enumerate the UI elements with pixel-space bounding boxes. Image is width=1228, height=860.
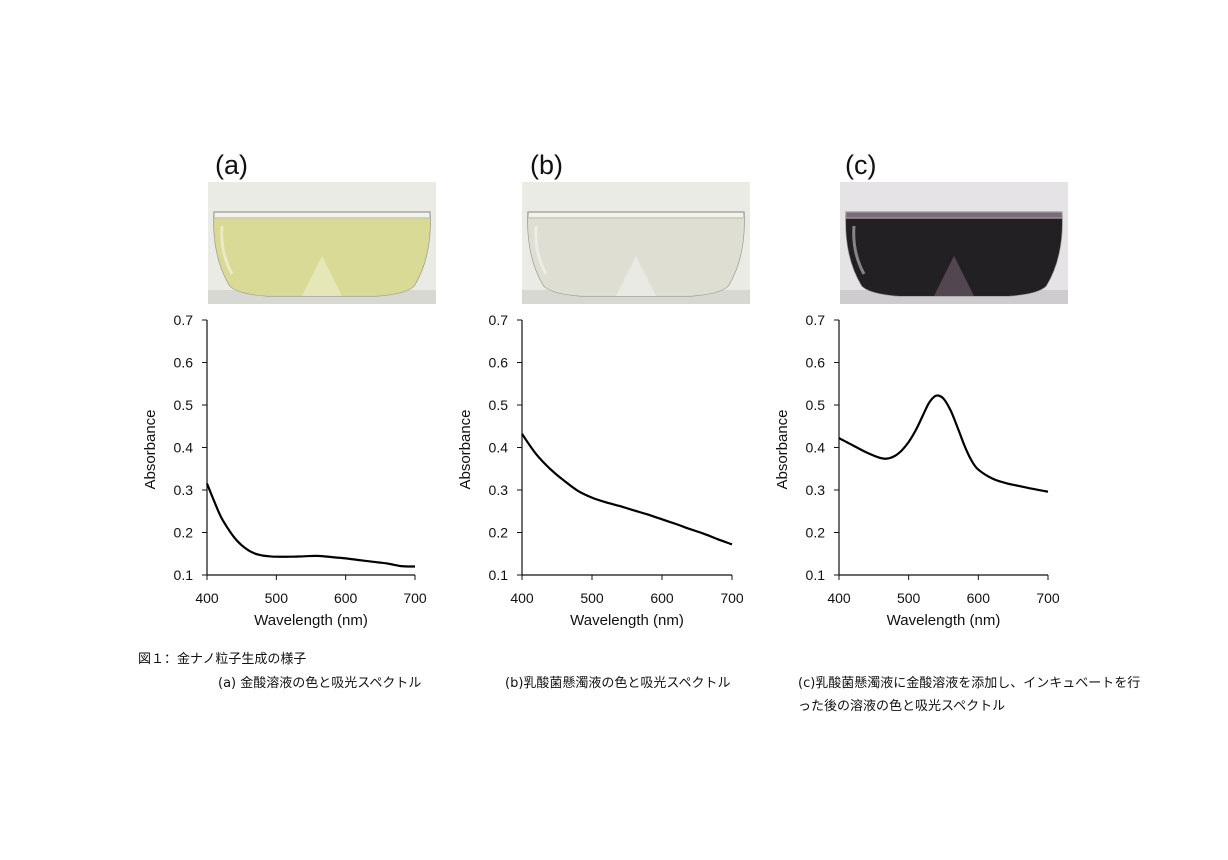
flask-drawing: [522, 182, 750, 304]
x-tick-label-c: 700: [1036, 590, 1060, 606]
panel-label-a: (a): [215, 150, 248, 180]
y-tick-label-b: 0.3: [489, 482, 509, 498]
x-tick-label-c: 600: [967, 590, 991, 606]
figure-caption-title: 図１：金ナノ粒子生成の様子: [138, 652, 307, 667]
y-tick-label-c: 0.6: [806, 355, 826, 371]
y-tick-label-c: 0.7: [806, 312, 826, 328]
flask-drawing: [840, 182, 1068, 304]
y-axis-title-b: Absorbance: [457, 409, 474, 489]
y-tick-label-c: 0.2: [806, 525, 826, 541]
x-tick-label-c: 400: [827, 590, 851, 606]
absorbance-series-line-b: [521, 433, 733, 546]
chart-a: 0.1 0.2 0.3 0.4 0.5 0.6 0.7 400 500 600 700 Wavelen…: [142, 312, 427, 629]
y-axis-title-c: Absorbance: [774, 409, 791, 489]
y-tick-label-b: 0.4: [489, 440, 509, 456]
y-tick-label-b: 0.2: [489, 525, 509, 541]
glass-highlight: [220, 225, 234, 275]
glass-highlight: [852, 225, 866, 275]
caption-b: (b)乳酸菌懸濁液の色と吸光スペクトル: [505, 676, 731, 691]
caption-c: (c)乳酸菌懸濁液に金酸溶液を添加し、インキュベートを行った後の溶液の色と吸光ス…: [798, 676, 1141, 714]
y-axis-title-a: Absorbance: [142, 409, 159, 489]
y-tick-label-c: 0.5: [806, 397, 826, 413]
y-tick-label-b: 0.7: [489, 312, 509, 328]
x-tick-label-b: 400: [510, 590, 534, 606]
y-tick-label-c: 0.3: [806, 482, 826, 498]
glass-highlight: [534, 225, 548, 275]
x-tick-label-b: 600: [650, 590, 674, 606]
y-tick-label-c: 0.1: [806, 567, 826, 583]
x-tick-label-a: 700: [403, 590, 427, 606]
y-tick-label-c: 0.4: [806, 440, 826, 456]
y-tick-label-a: 0.6: [174, 355, 194, 371]
x-axis-title-a: Wavelength (nm): [254, 612, 368, 629]
flask-photo-b: [522, 182, 750, 304]
flask-photo-a: [208, 182, 436, 304]
x-tick-label-c: 500: [897, 590, 921, 606]
flask-dimple: [934, 256, 974, 296]
y-tick-label-a: 0.1: [174, 567, 194, 583]
panel-label-c: (c): [845, 150, 877, 180]
absorbance-series-line-a: [205, 483, 416, 568]
x-tick-label-a: 400: [195, 590, 219, 606]
caption-a: (a) 金酸溶液の色と吸光スペクトル: [218, 676, 422, 691]
x-tick-label-b: 700: [720, 590, 744, 606]
y-tick-label-a: 0.5: [174, 397, 194, 413]
chart-b: 0.1 0.2 0.3 0.4 0.5 0.6 0.7 400 500 600 700 Wavelen…: [457, 312, 744, 629]
x-tick-label-b: 500: [580, 590, 604, 606]
y-tick-label-b: 0.5: [489, 397, 509, 413]
y-tick-label-a: 0.2: [174, 525, 194, 541]
x-axis-title-c: Wavelength (nm): [887, 612, 1001, 629]
y-tick-label-a: 0.3: [174, 482, 194, 498]
x-tick-label-a: 500: [265, 590, 289, 606]
x-axis-title-b: Wavelength (nm): [570, 612, 684, 629]
y-tick-label-a: 0.4: [174, 440, 194, 456]
flask-dimple: [616, 256, 656, 296]
absorbance-series-line-c: [838, 394, 1049, 493]
x-tick-label-a: 600: [334, 590, 358, 606]
y-tick-label-b: 0.6: [489, 355, 509, 371]
flask-dimple: [302, 256, 342, 296]
y-tick-label-b: 0.1: [489, 567, 509, 583]
chart-c: 0.1 0.2 0.3 0.4 0.5 0.6 0.7 400 500 600 700 Wavelen…: [774, 312, 1060, 629]
flask-photo-c: [840, 182, 1068, 304]
panel-label-b: (b): [530, 150, 563, 180]
flask-drawing: [208, 182, 436, 304]
y-tick-label-a: 0.7: [174, 312, 194, 328]
